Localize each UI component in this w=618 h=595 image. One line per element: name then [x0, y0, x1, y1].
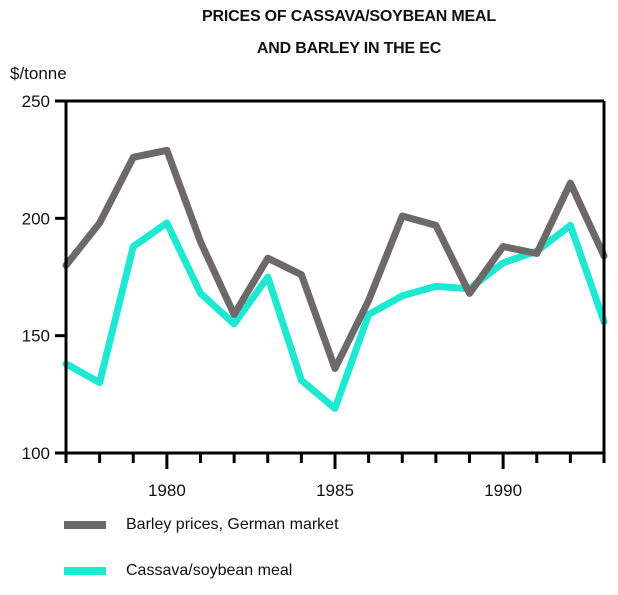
ticks-layer: 100 150 200 250 1980 1985 1990	[22, 92, 606, 500]
legend-swatch-cassava	[64, 567, 106, 575]
legend-label-barley: Barley prices, German market	[126, 516, 339, 533]
y-axis-unit-label: $/tonne	[10, 64, 67, 83]
y-tick-label: 100	[22, 444, 50, 463]
series-layer	[62, 146, 608, 412]
legend-item-barley: Barley prices, German market	[64, 516, 339, 534]
x-tick-label: 1985	[316, 481, 354, 500]
legend-item-cassava: Cassava/soybean meal	[64, 562, 292, 580]
y-tick-label: 150	[22, 327, 50, 346]
chart-title-line-2: AND BARLEY IN THE EC	[256, 40, 442, 57]
x-tick-label: 1980	[148, 481, 186, 500]
y-tick-label: 200	[22, 209, 50, 228]
y-tick-label: 250	[22, 92, 50, 111]
x-tick-label: 1990	[484, 481, 522, 500]
chart-title-line-1: PRICES OF CASSAVA/SOYBEAN MEAL	[202, 8, 496, 25]
legend-swatch-barley	[64, 521, 106, 529]
legend-label-cassava: Cassava/soybean meal	[126, 562, 293, 579]
